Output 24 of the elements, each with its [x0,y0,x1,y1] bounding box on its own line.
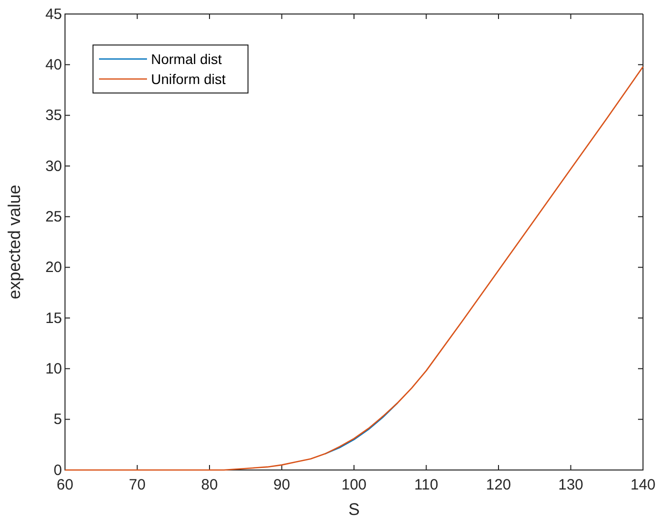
y-tick-label: 10 [45,360,62,378]
y-tick-label: 30 [45,158,62,175]
x-tick-label: 60 [56,476,74,494]
y-tick-label: 40 [45,56,62,74]
x-tick-label: 130 [558,476,584,494]
x-tick-label: 120 [486,476,512,494]
x-tick-label: 100 [341,476,367,494]
legend-label: Uniform dist [151,71,226,87]
y-tick-label: 0 [54,462,62,479]
x-tick-label: 80 [201,476,218,494]
x-tick-label: 90 [273,476,290,494]
y-tick-label: 25 [45,208,62,226]
x-tick-label: 110 [414,476,438,494]
y-tick-label: 15 [45,310,62,327]
y-tick-label: 35 [45,107,62,124]
x-tick-label: 140 [630,476,656,494]
y-tick-label: 20 [45,259,62,276]
x-axis-title: S [348,500,360,519]
y-axis-title: expected value [5,184,24,300]
y-tick-label: 5 [54,411,62,428]
line-series [64,66,644,471]
x-tick-label: 70 [128,476,146,494]
y-tick-label: 45 [45,6,62,23]
legend-label: Normal dist [151,51,222,67]
